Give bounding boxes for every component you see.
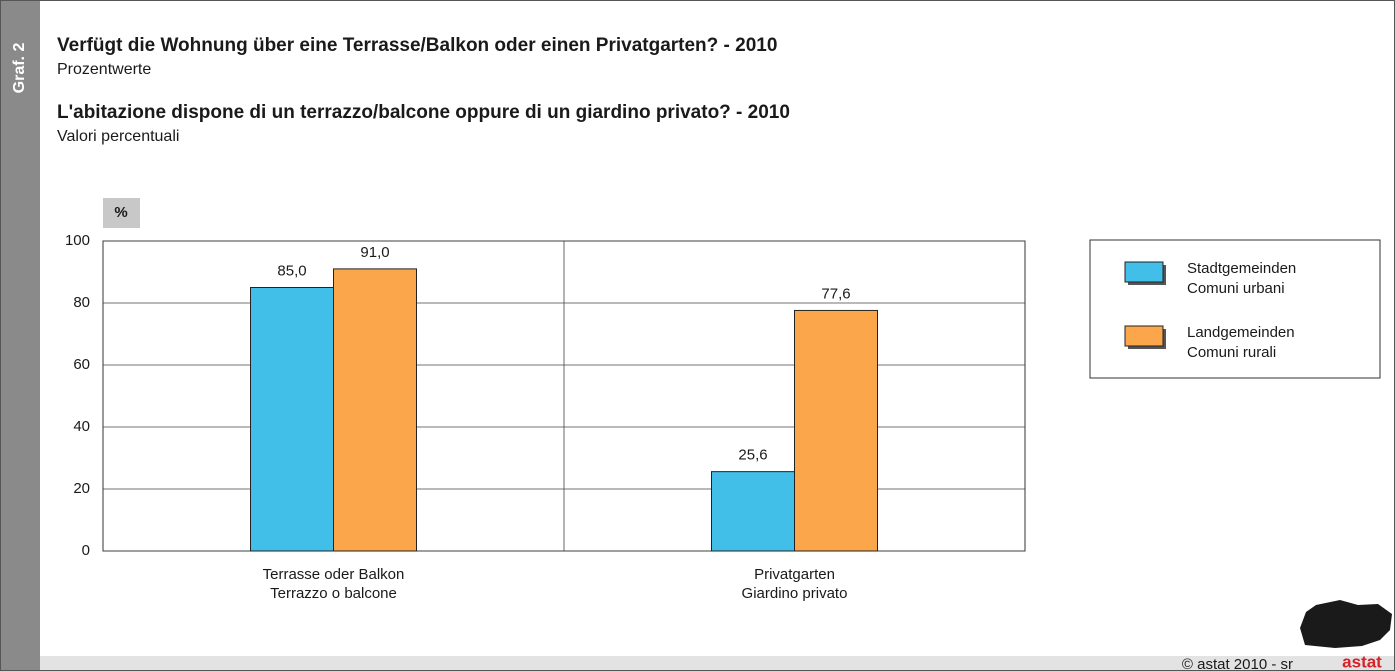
chart-title-it: L'abitazione dispone di un terrazzo/balc…	[57, 102, 790, 123]
logo-text: astat	[1342, 652, 1382, 671]
y-tick-label: 0	[82, 542, 90, 559]
x-tick-label: Terrazzo o balcone	[270, 585, 397, 602]
y-tick-label: 60	[73, 356, 90, 373]
y-tick-label: 20	[73, 480, 90, 497]
legend-swatch	[1124, 261, 1164, 283]
side-strip	[0, 0, 40, 671]
chart-subtitle: Prozentwerte	[57, 61, 151, 78]
bar	[794, 309, 878, 552]
x-tick-label: Giardino privato	[742, 585, 848, 602]
footer-text: © astat 2010 - sr	[1182, 656, 1293, 671]
logo-shape	[1300, 600, 1392, 648]
value-label: 25,6	[738, 447, 767, 464]
x-tick-label: Terrasse oder Balkon	[263, 566, 405, 583]
value-label: 85,0	[277, 262, 306, 279]
legend-label: Comuni rurali	[1187, 344, 1276, 361]
x-tick-label: Privatgarten	[754, 566, 835, 583]
y-axis-label: %	[114, 204, 127, 221]
chart-subtitle-it: Valori percentuali	[57, 128, 179, 145]
side-label: Graf. 2	[11, 43, 28, 94]
bar	[711, 471, 795, 552]
bar	[333, 268, 417, 552]
y-tick-label: 100	[65, 232, 90, 249]
value-label: 91,0	[360, 244, 389, 261]
legend-label: Stadtgemeinden	[1187, 260, 1296, 277]
y-tick-label: 80	[73, 294, 90, 311]
value-label: 77,6	[821, 285, 850, 302]
chart-title: Verfügt die Wohnung über eine Terrasse/B…	[57, 35, 777, 56]
legend-label: Comuni urbani	[1187, 280, 1285, 297]
legend-label: Landgemeinden	[1187, 324, 1295, 341]
y-tick-label: 40	[73, 418, 90, 435]
bar	[250, 287, 334, 552]
footer-strip	[40, 656, 1395, 671]
legend-swatch	[1124, 325, 1164, 347]
y-label-box	[103, 198, 140, 228]
